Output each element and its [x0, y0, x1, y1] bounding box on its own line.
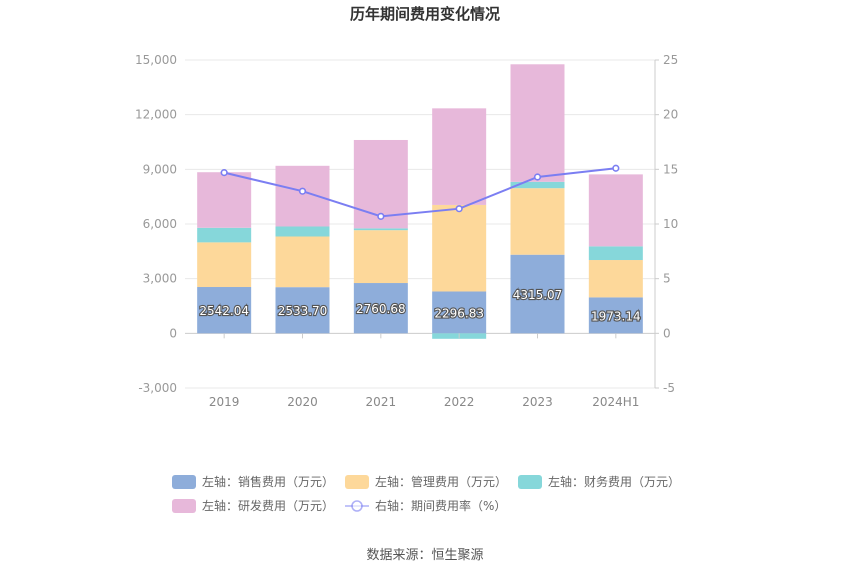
- labels-layer: 2542.04 2533.70 2760.68 2296.83 4315.07 1973.…: [198, 287, 641, 325]
- legend-swatch: [345, 475, 369, 489]
- source-note: 数据来源：恒生聚源: [366, 548, 483, 563]
- rate-point: [298, 187, 307, 195]
- right-tick-label: -5: [663, 381, 675, 395]
- bar-segment: [275, 165, 330, 227]
- legend-label: 左轴：管理费用（万元）: [375, 474, 507, 489]
- bar-data-label: 1973.14: [591, 309, 641, 323]
- bar-segment: [197, 242, 252, 288]
- bar-segment: [510, 188, 565, 255]
- bar-segment: [353, 228, 408, 231]
- right-tick-label: 0: [663, 326, 671, 340]
- left-tick-label: -3,000: [138, 381, 177, 395]
- bar-segment: [275, 287, 330, 334]
- legend-label: 左轴：财务费用（万元）: [548, 474, 680, 489]
- legend-swatch: [172, 499, 196, 513]
- bar-segment: [353, 283, 408, 334]
- x-tick-label: 2024H1: [592, 395, 639, 409]
- right-tick-label: 15: [663, 162, 678, 176]
- left-tick-label: 6,000: [143, 217, 177, 231]
- bar-segment: [510, 181, 565, 189]
- left-tick-label: 0: [169, 326, 177, 340]
- bar-data-label: 4315.07: [513, 288, 563, 302]
- rate-point: [455, 205, 463, 213]
- legend-swatch: [172, 475, 196, 489]
- legend-label: 左轴：销售费用（万元）: [202, 474, 334, 489]
- bar-segment: [588, 174, 643, 247]
- legend-swatch: [518, 475, 542, 489]
- bar-data-label: 2296.83: [434, 306, 484, 320]
- rate-point: [612, 164, 620, 172]
- bar-segment: [275, 236, 330, 288]
- bar-segment: [353, 230, 408, 284]
- x-tick-label: 2023: [522, 395, 553, 409]
- chart-title: 历年期间费用变化情况: [350, 5, 500, 23]
- bar-segment: [588, 297, 643, 334]
- right-tick-label: 5: [663, 272, 671, 286]
- legend: 左轴：销售费用（万元） 左轴：管理费用（万元） 左轴：财务费用（万元） 左轴：研发费用…: [172, 474, 680, 513]
- legend-label: 左轴：研发费用（万元）: [202, 498, 334, 513]
- bar-segment: [197, 287, 252, 334]
- bar-data-label: 2533.70: [278, 304, 328, 318]
- bar-data-label: 2760.68: [356, 302, 406, 316]
- x-tick-label: 2021: [366, 395, 397, 409]
- legend-marker: [351, 500, 363, 512]
- bar-segment: [510, 64, 565, 182]
- left-tick-label: 3,000: [143, 272, 177, 286]
- right-tick-label: 25: [663, 53, 678, 67]
- bar-data-label: 2542.04: [199, 304, 249, 318]
- line-layer: [220, 164, 620, 220]
- x-tick-label: 2019: [209, 395, 240, 409]
- bars-layer: [197, 64, 643, 339]
- rate-point: [220, 169, 228, 177]
- right-tick-label: 20: [663, 108, 678, 122]
- x-tick-label: 2022: [444, 395, 475, 409]
- left-tick-label: 9,000: [143, 162, 177, 176]
- grid-layer: [185, 59, 655, 389]
- axis-layer: -3,000 0 3,000 6,000 9,000 12,000 15,000 -5 0 5 10…: [135, 53, 678, 409]
- rate-point: [533, 173, 542, 181]
- bar-segment: [588, 246, 643, 261]
- right-tick-label: 10: [663, 217, 678, 231]
- bar-segment: [510, 254, 565, 334]
- bar-segment: [197, 227, 252, 243]
- bar-segment: [432, 108, 487, 205]
- bar-segment: [588, 260, 643, 298]
- bar-segment: [432, 204, 487, 292]
- bar-segment: [432, 291, 487, 334]
- rate-point: [377, 212, 385, 220]
- x-tick-label: 2020: [287, 395, 318, 409]
- left-tick-label: 15,000: [135, 53, 177, 67]
- rate-line: [223, 167, 616, 218]
- left-tick-label: 12,000: [135, 108, 177, 122]
- legend-label: 右轴：期间费用率（%）: [375, 498, 506, 513]
- bar-segment: [197, 172, 252, 228]
- bar-segment: [275, 226, 330, 237]
